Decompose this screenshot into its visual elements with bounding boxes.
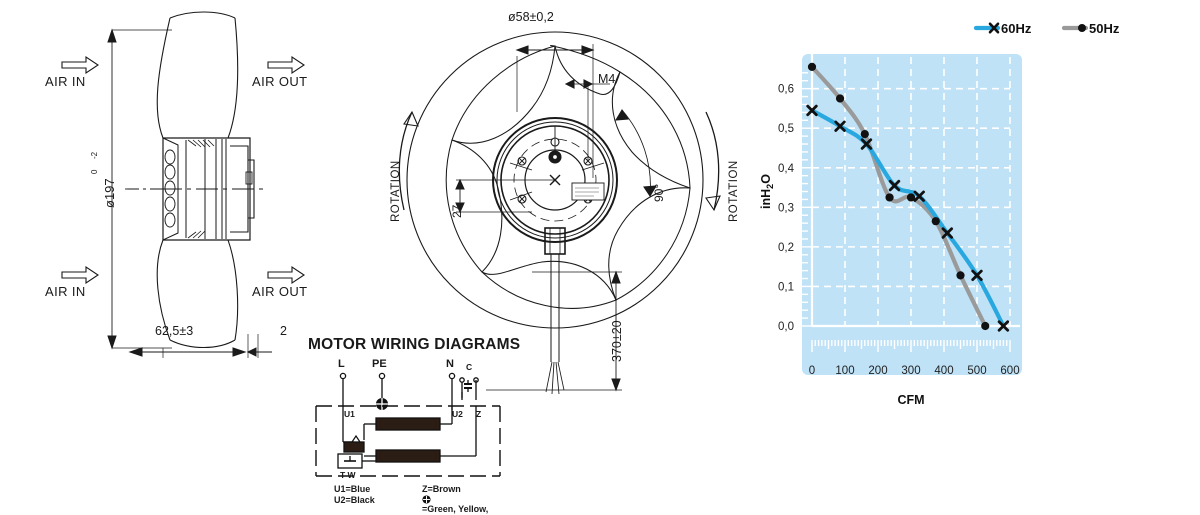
fan-front-svg xyxy=(398,31,721,395)
side-view-svg xyxy=(61,11,305,358)
x-tick-label: 0 xyxy=(809,365,815,377)
data-point-50hz xyxy=(956,271,965,280)
x-tick-label: 100 xyxy=(835,365,854,377)
data-point-60hz xyxy=(971,269,983,282)
legend-label-50hz: 50Hz xyxy=(1089,21,1120,36)
data-point-50hz xyxy=(981,321,990,331)
air-in-bottom-label: AIR IN xyxy=(45,284,86,299)
y-tick-label: 0,4 xyxy=(778,163,795,175)
y-axis-title-sub: 2 xyxy=(765,184,775,189)
x-tick-label: 500 xyxy=(967,365,986,377)
rotation-right-label: ROTATION xyxy=(728,160,740,222)
legend-earth: =Green, Yellow, xyxy=(422,495,488,515)
y-axis-title: inH2O xyxy=(759,174,775,209)
y-tick-label: 0,5 xyxy=(778,123,794,135)
angle-dimension: 90° xyxy=(652,183,666,202)
flange-dimension: 2 xyxy=(280,324,287,338)
data-point-60hz xyxy=(888,179,901,192)
terminal-U1-label: U1 xyxy=(344,409,355,419)
x-marker-stroke xyxy=(834,120,846,132)
data-point-50hz xyxy=(860,130,869,139)
wiring-title: MOTOR WIRING DIAGRAMS xyxy=(308,336,521,353)
x-marker-stroke xyxy=(913,190,925,202)
cable-length-dimension: 370±20 xyxy=(610,320,624,362)
x-marker-stroke xyxy=(941,227,954,239)
terminal-Z-label: Z xyxy=(476,409,482,419)
bore-dimension: ø58±0,2 xyxy=(508,10,554,24)
data-point-50hz xyxy=(885,193,894,202)
wiring-schematic-svg xyxy=(315,372,501,477)
x-marker-stroke xyxy=(888,179,901,192)
y-tick-label: 0,3 xyxy=(778,202,794,214)
legend-u1: U1=Blue xyxy=(334,484,371,494)
data-point-60hz xyxy=(860,138,873,150)
data-point-50hz xyxy=(931,217,940,226)
y-axis-title-text: inH2O xyxy=(759,174,775,209)
legend-marker-60hz xyxy=(988,22,1000,34)
x-marker-stroke xyxy=(997,320,1010,332)
terminal-N-label: N xyxy=(446,358,454,370)
legend-z: Z=Brown xyxy=(422,484,461,494)
data-point-60hz xyxy=(913,190,925,202)
thread-dimension: M4 xyxy=(598,72,616,86)
y-tick-label: 0,0 xyxy=(778,321,794,333)
y-tick-label: 0,6 xyxy=(778,84,794,96)
terminal-C-label: C xyxy=(466,362,473,372)
data-point-60hz xyxy=(834,120,846,132)
terminal-L-label: L xyxy=(338,358,345,370)
side-view-drawing: AIR IN AIR IN AIR OUT AIR OUT ø197 0 -2 … xyxy=(0,0,340,360)
air-out-top-label: AIR OUT xyxy=(252,74,308,89)
x-tick-label: 200 xyxy=(868,365,887,377)
y-tick-label: 0,1 xyxy=(778,281,794,293)
data-point-60hz xyxy=(997,320,1010,332)
hole-pitch-dimension: 27 xyxy=(450,204,464,218)
air-in-top-label: AIR IN xyxy=(45,74,86,89)
terminal-TW-label: T W xyxy=(340,470,356,480)
x-marker-stroke xyxy=(806,104,818,117)
x-tick-label: 400 xyxy=(934,365,953,377)
legend-u2: U2=Black xyxy=(334,495,375,505)
y-axis-title-tail: O xyxy=(759,174,773,184)
data-point-50hz xyxy=(906,193,916,202)
diameter-tolerance-lower: -2 xyxy=(90,151,99,159)
terminal-U2-label: U2 xyxy=(452,409,463,419)
air-out-bottom-label: AIR OUT xyxy=(252,284,308,299)
legend-earth-text: =Green, Yellow, xyxy=(422,504,489,514)
performance-chart-svg: 0 100 200 300 400 500 600 0,0 0,1 0,2 0,3 0,4 0,5 0,6… xyxy=(759,21,1120,407)
x-tick-label: 600 xyxy=(1000,365,1019,377)
motor-wiring-diagram: MOTOR WIRING DIAGRAMS xyxy=(300,336,540,514)
x-marker-stroke xyxy=(971,269,983,282)
diameter-tolerance-upper: 0 xyxy=(90,169,99,174)
data-point-60hz xyxy=(806,104,818,117)
terminal-PE-label: PE xyxy=(372,358,387,370)
depth-dimension: 62,5±3 xyxy=(155,324,194,338)
y-tick-label: 0,2 xyxy=(778,242,794,254)
rotation-left-label: ROTATION xyxy=(390,160,402,222)
legend-marker-50hz xyxy=(1078,24,1086,32)
performance-chart: 0 100 200 300 400 500 600 0,0 0,1 0,2 0,3 0,4 0,5 0,6… xyxy=(748,0,1200,500)
diameter-dimension: ø197 xyxy=(102,178,117,208)
x-axis-title: CFM xyxy=(897,393,924,407)
data-point-60hz xyxy=(941,227,954,239)
legend-label-60hz: 60Hz xyxy=(1001,21,1032,36)
data-point-50hz xyxy=(835,94,845,103)
series-line-50hz xyxy=(809,64,988,329)
x-marker-stroke xyxy=(860,138,873,150)
data-point-50hz xyxy=(807,62,817,71)
chart-legend: 60Hz 50Hz xyxy=(973,21,1120,36)
fan-front-drawing: ø58±0,2 M4 27 90° ROTATION ROTATION 370±… xyxy=(360,0,740,420)
x-tick-label: 300 xyxy=(901,365,920,377)
